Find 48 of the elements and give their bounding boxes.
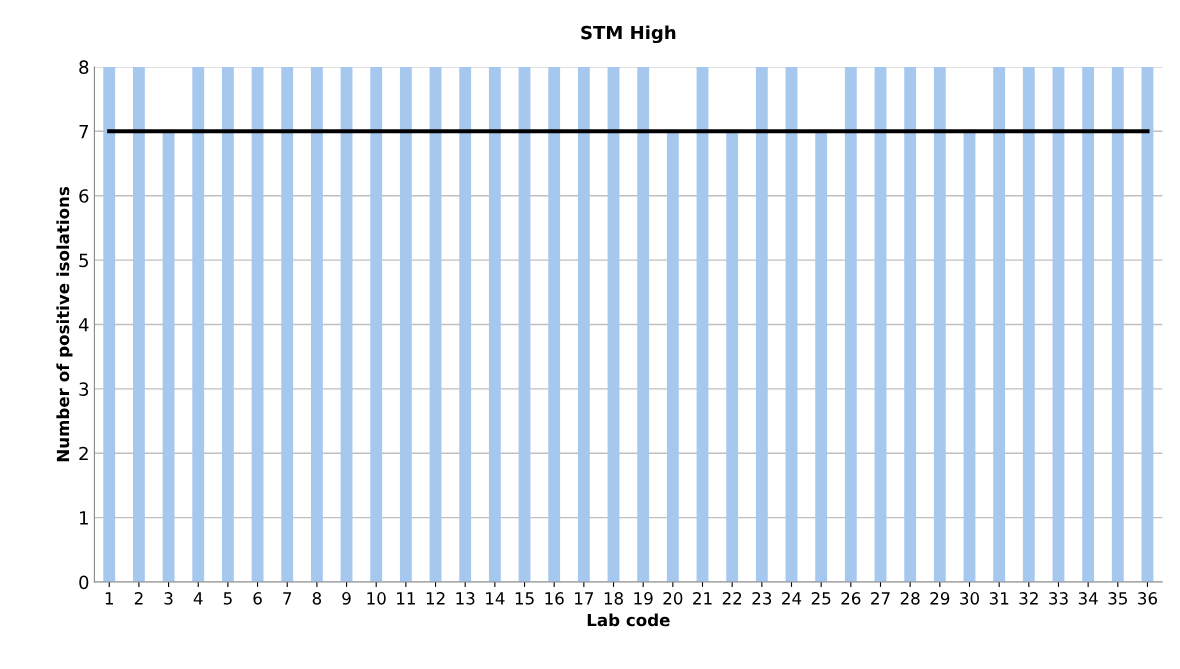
x-tick-label: 8 <box>312 592 322 605</box>
x-tick-label: 10 <box>367 592 386 605</box>
x-tick-label: 15 <box>515 592 534 605</box>
x-tick-label: 18 <box>604 592 623 605</box>
y-tick-label: 8 <box>79 60 89 75</box>
x-tick-label: 17 <box>575 592 594 605</box>
chart-title: STM High <box>581 25 676 44</box>
x-tick-label: 32 <box>1019 592 1038 605</box>
x-tick-label: 33 <box>1049 592 1068 605</box>
y-tick-label: 1 <box>80 511 88 525</box>
y-tick-label: 4 <box>78 318 89 332</box>
x-axis-title: Lab code <box>587 613 670 627</box>
x-tick-label: 14 <box>486 592 505 605</box>
x-tick-label: 22 <box>722 592 742 605</box>
x-tick-label: 16 <box>545 592 564 605</box>
x-tick-label: 30 <box>960 592 979 605</box>
x-tick-label: 36 <box>1138 592 1158 605</box>
x-tick-label: 31 <box>989 592 1009 605</box>
y-tick-label: 5 <box>79 253 88 268</box>
x-tick-label: 27 <box>871 592 890 605</box>
x-tick-label: 29 <box>930 592 950 605</box>
y-tick-label: 0 <box>79 575 89 590</box>
x-tick-label: 13 <box>456 592 475 605</box>
x-tick-label: 34 <box>1078 592 1098 605</box>
x-tick-label: 23 <box>752 592 772 605</box>
x-tick-label: 20 <box>663 592 683 605</box>
x-tick-label: 9 <box>342 592 351 605</box>
x-tick-label: 6 <box>253 592 262 605</box>
x-tick-label: 4 <box>193 592 203 605</box>
x-tick-label: 25 <box>811 592 831 605</box>
x-tick-label: 1 <box>105 592 113 605</box>
y-tick-label: 6 <box>79 189 89 203</box>
x-tick-label: 5 <box>223 592 232 605</box>
x-tick-label: 19 <box>634 592 653 605</box>
x-tick-label: 21 <box>693 592 712 605</box>
y-tick-label: 7 <box>79 124 88 139</box>
y-axis-title: Number of positive isolations <box>56 186 73 462</box>
x-tick-label: 26 <box>841 592 861 605</box>
x-tick-label: 2 <box>134 592 143 605</box>
x-tick-label: 28 <box>900 592 920 605</box>
y-tick-label: 2 <box>79 446 88 461</box>
x-tick-label: 24 <box>782 592 802 605</box>
x-tick-label: 12 <box>426 592 445 605</box>
x-tick-label: 7 <box>283 592 292 605</box>
x-tick-label: 11 <box>397 592 415 605</box>
x-tick-label: 35 <box>1108 592 1127 605</box>
x-tick-label: 3 <box>164 592 173 605</box>
y-tick-label: 3 <box>79 382 89 396</box>
